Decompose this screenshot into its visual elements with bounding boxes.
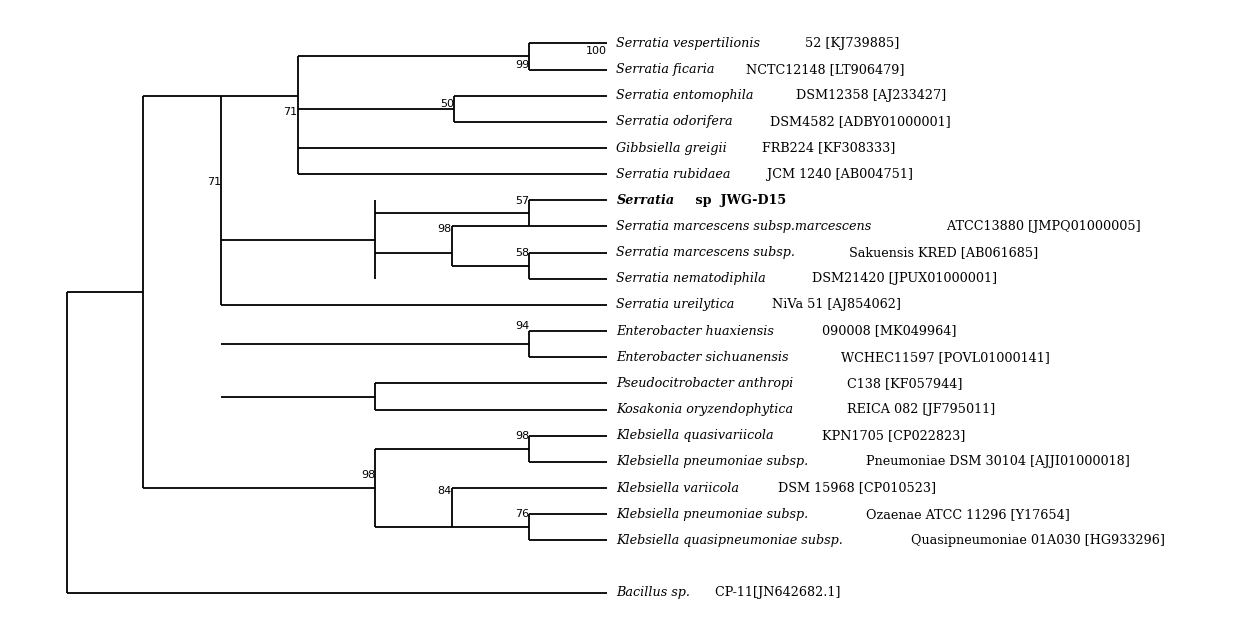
Text: Kosakonia oryzendophytica: Kosakonia oryzendophytica [616,403,794,416]
Text: Bacillus sp.: Bacillus sp. [616,586,691,599]
Text: Ozaenae ATCC 11296 [Y17654]: Ozaenae ATCC 11296 [Y17654] [862,508,1070,521]
Text: 76: 76 [516,510,529,520]
Text: 57: 57 [516,196,529,206]
Text: JCM 1240 [AB004751]: JCM 1240 [AB004751] [763,168,913,181]
Text: Gibbsiella greigii: Gibbsiella greigii [616,141,727,155]
Text: Serratia ureilytica: Serratia ureilytica [616,298,735,312]
Text: Klebsiella pneumoniae subsp.: Klebsiella pneumoniae subsp. [616,508,808,521]
Text: Enterobacter sichuanensis: Enterobacter sichuanensis [616,351,789,364]
Text: Pseudocitrobacter anthropi: Pseudocitrobacter anthropi [616,377,794,390]
Text: Serratia rubidaea: Serratia rubidaea [616,168,730,181]
Text: 71: 71 [207,178,221,188]
Text: 98: 98 [516,431,529,441]
Text: 71: 71 [284,107,298,117]
Text: 99: 99 [516,60,529,70]
Text: Sakuensis KRED [AB061685]: Sakuensis KRED [AB061685] [846,246,1039,259]
Text: REICA 082 [JF795011]: REICA 082 [JF795011] [843,403,996,416]
Text: sp  JWG-D15: sp JWG-D15 [691,194,786,207]
Text: Serratia entomophila: Serratia entomophila [616,89,754,102]
Text: Serratia nematodiphila: Serratia nematodiphila [616,272,766,285]
Text: Serratia vespertilionis: Serratia vespertilionis [616,37,760,50]
Text: 58: 58 [516,248,529,258]
Text: NCTC12148 [LT906479]: NCTC12148 [LT906479] [743,63,905,76]
Text: DSM21420 [JPUX01000001]: DSM21420 [JPUX01000001] [808,272,997,285]
Text: DSM4582 [ADBY01000001]: DSM4582 [ADBY01000001] [765,115,950,128]
Text: WCHEC11597 [POVL01000141]: WCHEC11597 [POVL01000141] [837,351,1050,364]
Text: 100: 100 [587,47,608,57]
Text: 50: 50 [440,99,454,109]
Text: NiVa 51 [AJ854062]: NiVa 51 [AJ854062] [768,298,901,312]
Text: CP-11[JN642682.1]: CP-11[JN642682.1] [711,586,841,599]
Text: DSM12358 [AJ233427]: DSM12358 [AJ233427] [792,89,946,102]
Text: ATCC13880 [JMPQ01000005]: ATCC13880 [JMPQ01000005] [942,220,1141,233]
Text: C138 [KF057944]: C138 [KF057944] [843,377,962,390]
Text: 98: 98 [361,470,376,480]
Text: Klebsiella pneumoniae subsp.: Klebsiella pneumoniae subsp. [616,455,808,468]
Text: Klebsiella quasivariicola: Klebsiella quasivariicola [616,429,774,442]
Text: 84: 84 [438,486,451,496]
Text: Serratia ficaria: Serratia ficaria [616,63,715,76]
Text: Serratia marcescens subsp.marcescens: Serratia marcescens subsp.marcescens [616,220,872,233]
Text: FRB224 [KF308333]: FRB224 [KF308333] [758,141,895,155]
Text: 090008 [MK049964]: 090008 [MK049964] [818,325,957,338]
Text: Enterobacter huaxiensis: Enterobacter huaxiensis [616,325,774,338]
Text: Quasipneumoniae 01A030 [HG933296]: Quasipneumoniae 01A030 [HG933296] [906,534,1164,547]
Text: Serratia marcescens subsp.: Serratia marcescens subsp. [616,246,795,259]
Text: Klebsiella variicola: Klebsiella variicola [616,482,739,495]
Text: KPN1705 [CP022823]: KPN1705 [CP022823] [818,429,966,442]
Text: Pneumoniae DSM 30104 [AJJI01000018]: Pneumoniae DSM 30104 [AJJI01000018] [862,455,1130,468]
Text: Serratia odorifera: Serratia odorifera [616,115,733,128]
Text: 94: 94 [516,321,529,331]
Text: 98: 98 [438,224,451,234]
Text: Serratia: Serratia [616,194,675,207]
Text: 52 [KJ739885]: 52 [KJ739885] [801,37,899,50]
Text: Klebsiella quasipneumoniae subsp.: Klebsiella quasipneumoniae subsp. [616,534,843,547]
Text: DSM 15968 [CP010523]: DSM 15968 [CP010523] [774,482,936,495]
